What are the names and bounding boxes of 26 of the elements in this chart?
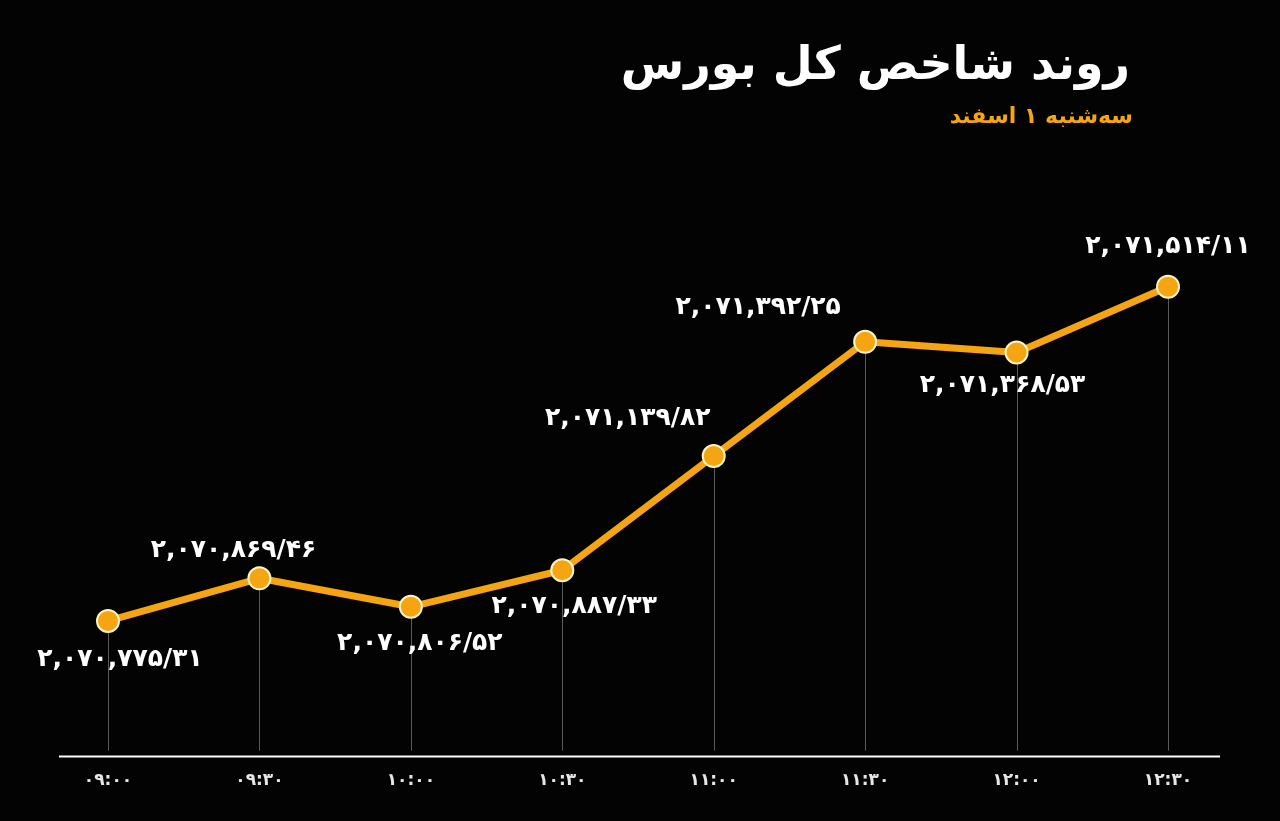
x-tick-label: ۱۱:۳۰ xyxy=(840,769,890,790)
x-tick-label: ۱۰:۳۰ xyxy=(538,769,587,790)
data-label: ۲,۰۷۱,۳۶۸/۵۳ xyxy=(919,369,1086,399)
point xyxy=(1156,274,1180,299)
x-tick-label: ۰۹:۰۰ xyxy=(83,769,133,790)
data-label: ۲,۰۷۰,۷۷۵/۳۱ xyxy=(37,643,203,673)
point xyxy=(398,594,423,619)
data-label: ۲,۰۷۰,۸۶۹/۴۶ xyxy=(150,533,317,563)
x-tick-label: ۰۹:۳۰ xyxy=(235,769,284,790)
point xyxy=(1004,340,1029,365)
x-tick-label: ۱۲:۰۰ xyxy=(992,769,1041,790)
data-label: ۲,۰۷۰,۸۸۷/۳۳ xyxy=(491,589,658,619)
x-tick-label: ۱۲:۳۰ xyxy=(1143,769,1193,790)
chart-title: روند شاخص کل بورس xyxy=(620,35,1130,92)
chart-subtitle: سه‌شنبه ۱ اسفند xyxy=(949,102,1133,130)
data-label: ۲,۰۷۰,۸۰۶/۵۲ xyxy=(337,627,503,657)
data-label: ۲,۰۷۱,۳۹۲/۲۵ xyxy=(675,291,841,321)
point xyxy=(550,558,575,583)
point xyxy=(247,566,272,591)
point xyxy=(853,329,878,354)
point xyxy=(96,608,120,633)
point xyxy=(701,444,726,469)
data-label: ۲,۰۷۱,۵۱۴/۱۱ xyxy=(1085,230,1251,260)
x-tick-label: ۱۰:۰۰ xyxy=(386,769,436,790)
x-tick-label: ۱۱:۰۰ xyxy=(689,769,738,790)
data-label: ۲,۰۷۱,۱۳۹/۸۲ xyxy=(544,401,711,431)
